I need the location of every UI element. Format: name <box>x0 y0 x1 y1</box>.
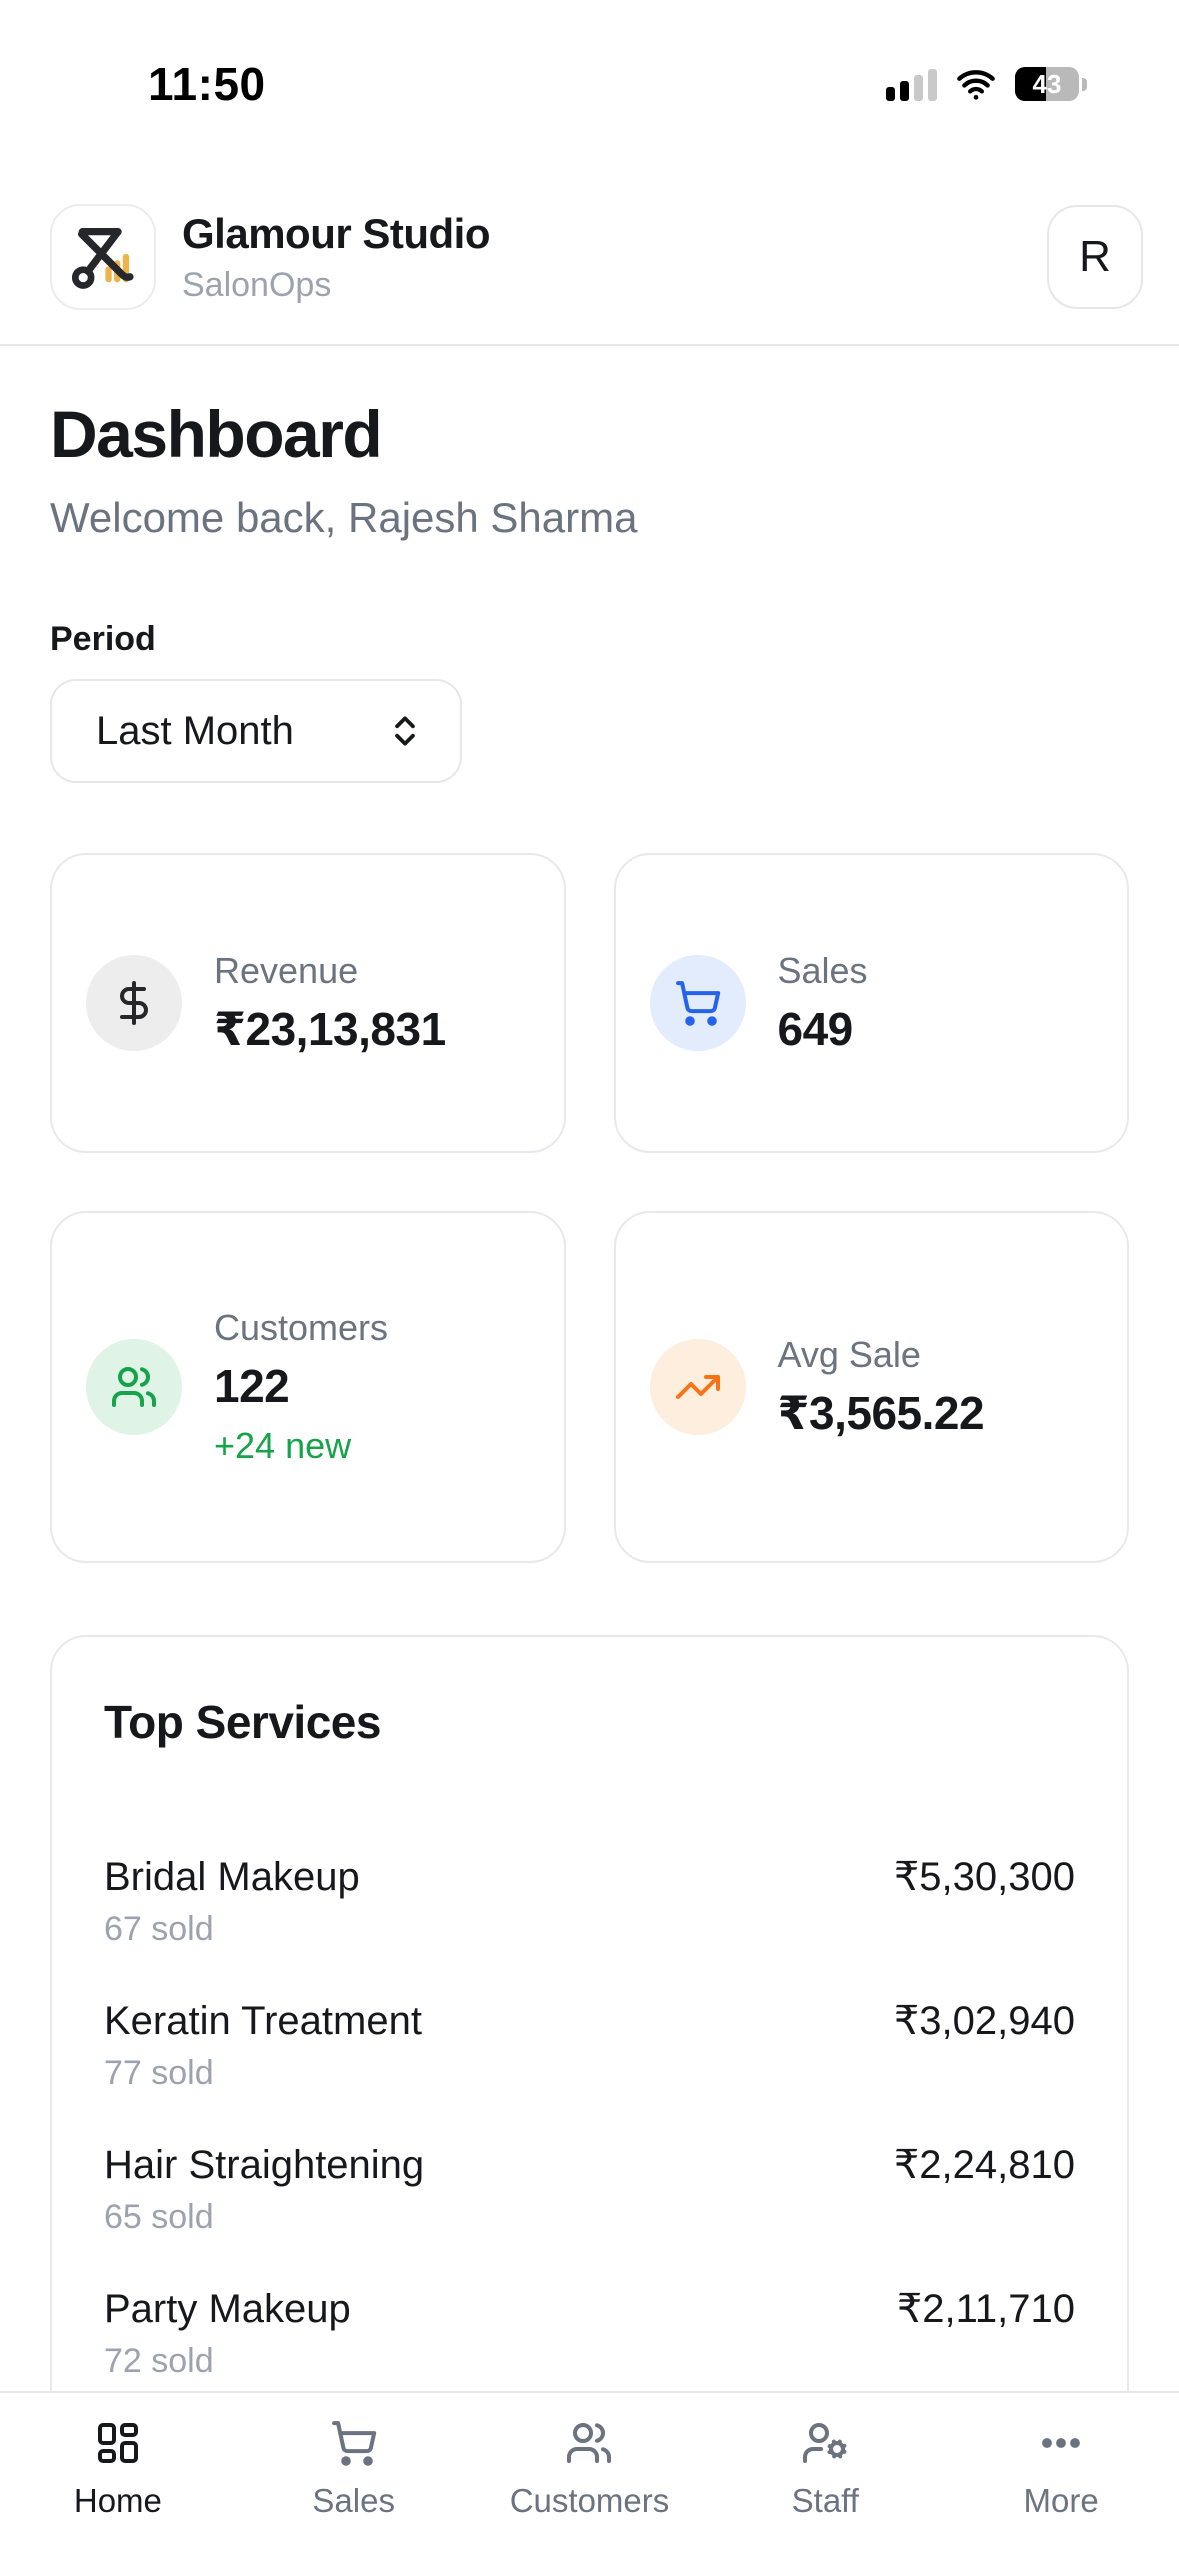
service-sold: 67 sold <box>104 1910 214 1948</box>
tab-home[interactable]: Home <box>0 2393 236 2556</box>
stat-text: Avg Sale ₹3,565.22 <box>778 1334 985 1440</box>
stat-label: Customers <box>214 1307 389 1348</box>
stat-text: Sales 649 <box>778 950 868 1056</box>
app-name: Glamour Studio <box>182 209 491 257</box>
trending-up-icon <box>675 1375 720 1399</box>
stat-icon-circle <box>649 955 746 1051</box>
app-header: Glamour Studio SalonOps R <box>0 204 1179 346</box>
user-cog-icon <box>803 2423 847 2463</box>
service-row: Party Makeup ₹2,11,710 72 sold <box>104 2285 1075 2381</box>
app-logo <box>50 204 156 310</box>
tab-sales[interactable]: Sales <box>236 2393 472 2556</box>
period-selected-value: Last Month <box>96 708 294 753</box>
service-row: Keratin Treatment ₹3,02,940 77 sold <box>104 1997 1075 2093</box>
cart-icon <box>331 2421 376 2466</box>
tab-label: Sales <box>312 2482 395 2519</box>
tab-customers[interactable]: Customers <box>472 2393 708 2556</box>
dashboard-icon <box>97 2423 138 2463</box>
cart-icon <box>675 981 720 1026</box>
main-content: Dashboard Welcome back, Rajesh Sharma Pe… <box>0 396 1179 2441</box>
stat-value: ₹23,13,831 <box>214 1003 446 1055</box>
stat-label: Sales <box>777 950 868 991</box>
stat-icon-circle <box>86 955 182 1051</box>
service-value: ₹2,11,710 <box>896 2287 1075 2331</box>
page-title: Dashboard <box>50 397 383 471</box>
top-services-card: Top Services Bridal Makeup ₹5,30,300 67 … <box>50 1635 1129 2441</box>
service-name: Keratin Treatment <box>104 1999 422 2043</box>
service-name: Hair Straightening <box>104 2143 425 2187</box>
bottom-tab-bar: Home Sales Customers Staff <box>0 2391 1179 2556</box>
cellular-signal-icon <box>886 67 937 101</box>
tab-label: Staff <box>791 2482 859 2519</box>
service-row: Bridal Makeup ₹5,30,300 67 sold <box>104 1853 1075 1949</box>
stat-icon-circle <box>86 1339 182 1435</box>
service-name: Bridal Makeup <box>104 1855 360 1899</box>
stat-value: ₹3,565.22 <box>777 1387 985 1439</box>
welcome-text: Welcome back, Rajesh Sharma <box>50 494 638 541</box>
battery-icon: 43 <box>1015 67 1087 101</box>
stat-text: Revenue ₹23,13,831 <box>214 950 446 1056</box>
stat-icon-circle <box>649 1339 746 1435</box>
dollar-icon <box>120 981 148 1025</box>
stat-card-customers: Customers 122 +24 new <box>50 1211 566 1563</box>
users-icon <box>112 1367 156 1407</box>
status-icons: 43 <box>886 64 1087 104</box>
users-icon <box>567 2423 612 2463</box>
stats-grid: Revenue ₹23,13,831 Sales 649 <box>50 853 1129 1563</box>
stat-card-sales: Sales 649 <box>613 853 1129 1153</box>
tab-label: More <box>1023 2482 1099 2519</box>
avatar-button[interactable]: R <box>1047 205 1143 309</box>
service-row: Hair Straightening ₹2,24,810 65 sold <box>104 2141 1075 2237</box>
service-sold: 65 sold <box>104 2198 214 2236</box>
stat-value: 122 <box>214 1360 290 1412</box>
service-value: ₹3,02,940 <box>893 1999 1075 2043</box>
service-sold: 77 sold <box>104 2054 214 2092</box>
stat-label: Revenue <box>214 950 359 991</box>
top-services-list: Bridal Makeup ₹5,30,300 67 sold Keratin … <box>104 1853 1075 2381</box>
ellipsis-icon <box>1042 2438 1080 2448</box>
period-select[interactable]: Last Month <box>50 679 462 783</box>
chevrons-up-down-icon <box>395 716 415 746</box>
service-name: Party Makeup <box>104 2287 351 2331</box>
app-subtitle: SalonOps <box>182 265 332 304</box>
stat-value: 649 <box>777 1003 854 1055</box>
tab-label: Home <box>73 2482 162 2519</box>
stat-card-avg-sale: Avg Sale ₹3,565.22 <box>613 1211 1129 1563</box>
status-time: 11:50 <box>148 58 266 110</box>
stat-card-revenue: Revenue ₹23,13,831 <box>50 853 566 1153</box>
app-title-block: Glamour Studio SalonOps <box>182 210 1021 305</box>
tab-staff[interactable]: Staff <box>707 2393 943 2556</box>
wifi-icon <box>957 70 995 100</box>
service-sold: 72 sold <box>104 2342 214 2380</box>
stat-text: Customers 122 +24 new <box>214 1307 388 1467</box>
tab-label: Customers <box>509 2482 670 2519</box>
top-services-title: Top Services <box>104 1696 381 1748</box>
tab-more[interactable]: More <box>943 2393 1179 2556</box>
battery-percent: 43 <box>1032 68 1062 99</box>
stat-label: Avg Sale <box>777 1334 921 1375</box>
status-bar: 11:50 43 <box>0 0 1179 110</box>
stat-badge: +24 new <box>214 1425 352 1466</box>
period-label: Period <box>50 620 156 658</box>
service-value: ₹5,30,300 <box>893 1855 1075 1899</box>
scissors-logo-icon <box>71 228 134 289</box>
service-value: ₹2,24,810 <box>893 2143 1075 2187</box>
